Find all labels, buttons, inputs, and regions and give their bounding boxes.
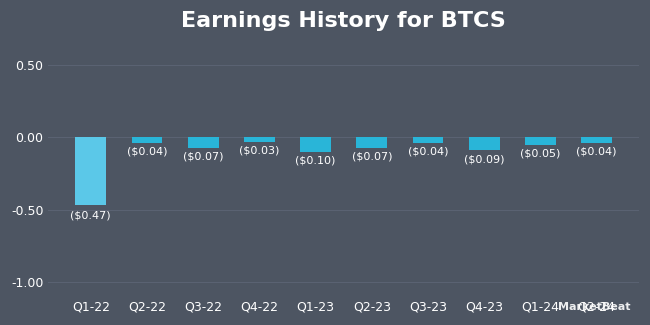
Bar bbox=[244, 137, 275, 142]
Text: ($0.04): ($0.04) bbox=[127, 147, 167, 157]
Text: ($0.05): ($0.05) bbox=[520, 148, 560, 158]
Text: ($0.07): ($0.07) bbox=[183, 151, 224, 161]
Bar bbox=[356, 137, 387, 148]
Text: ($0.10): ($0.10) bbox=[295, 155, 336, 165]
Text: ($0.07): ($0.07) bbox=[352, 151, 392, 161]
Bar bbox=[188, 137, 218, 148]
Bar bbox=[300, 137, 331, 152]
Bar bbox=[525, 137, 556, 145]
Text: ($0.09): ($0.09) bbox=[464, 154, 504, 164]
Text: ($0.03): ($0.03) bbox=[239, 145, 280, 155]
Text: ($0.04): ($0.04) bbox=[408, 147, 448, 157]
Text: ($0.47): ($0.47) bbox=[70, 211, 111, 221]
Text: ($0.04): ($0.04) bbox=[577, 147, 617, 157]
Bar bbox=[131, 137, 162, 143]
Bar bbox=[413, 137, 443, 143]
Bar bbox=[75, 137, 106, 205]
Bar bbox=[469, 137, 500, 150]
Title: Earnings History for BTCS: Earnings History for BTCS bbox=[181, 11, 506, 31]
Bar bbox=[581, 137, 612, 143]
Text: MarketBeat: MarketBeat bbox=[558, 302, 630, 312]
